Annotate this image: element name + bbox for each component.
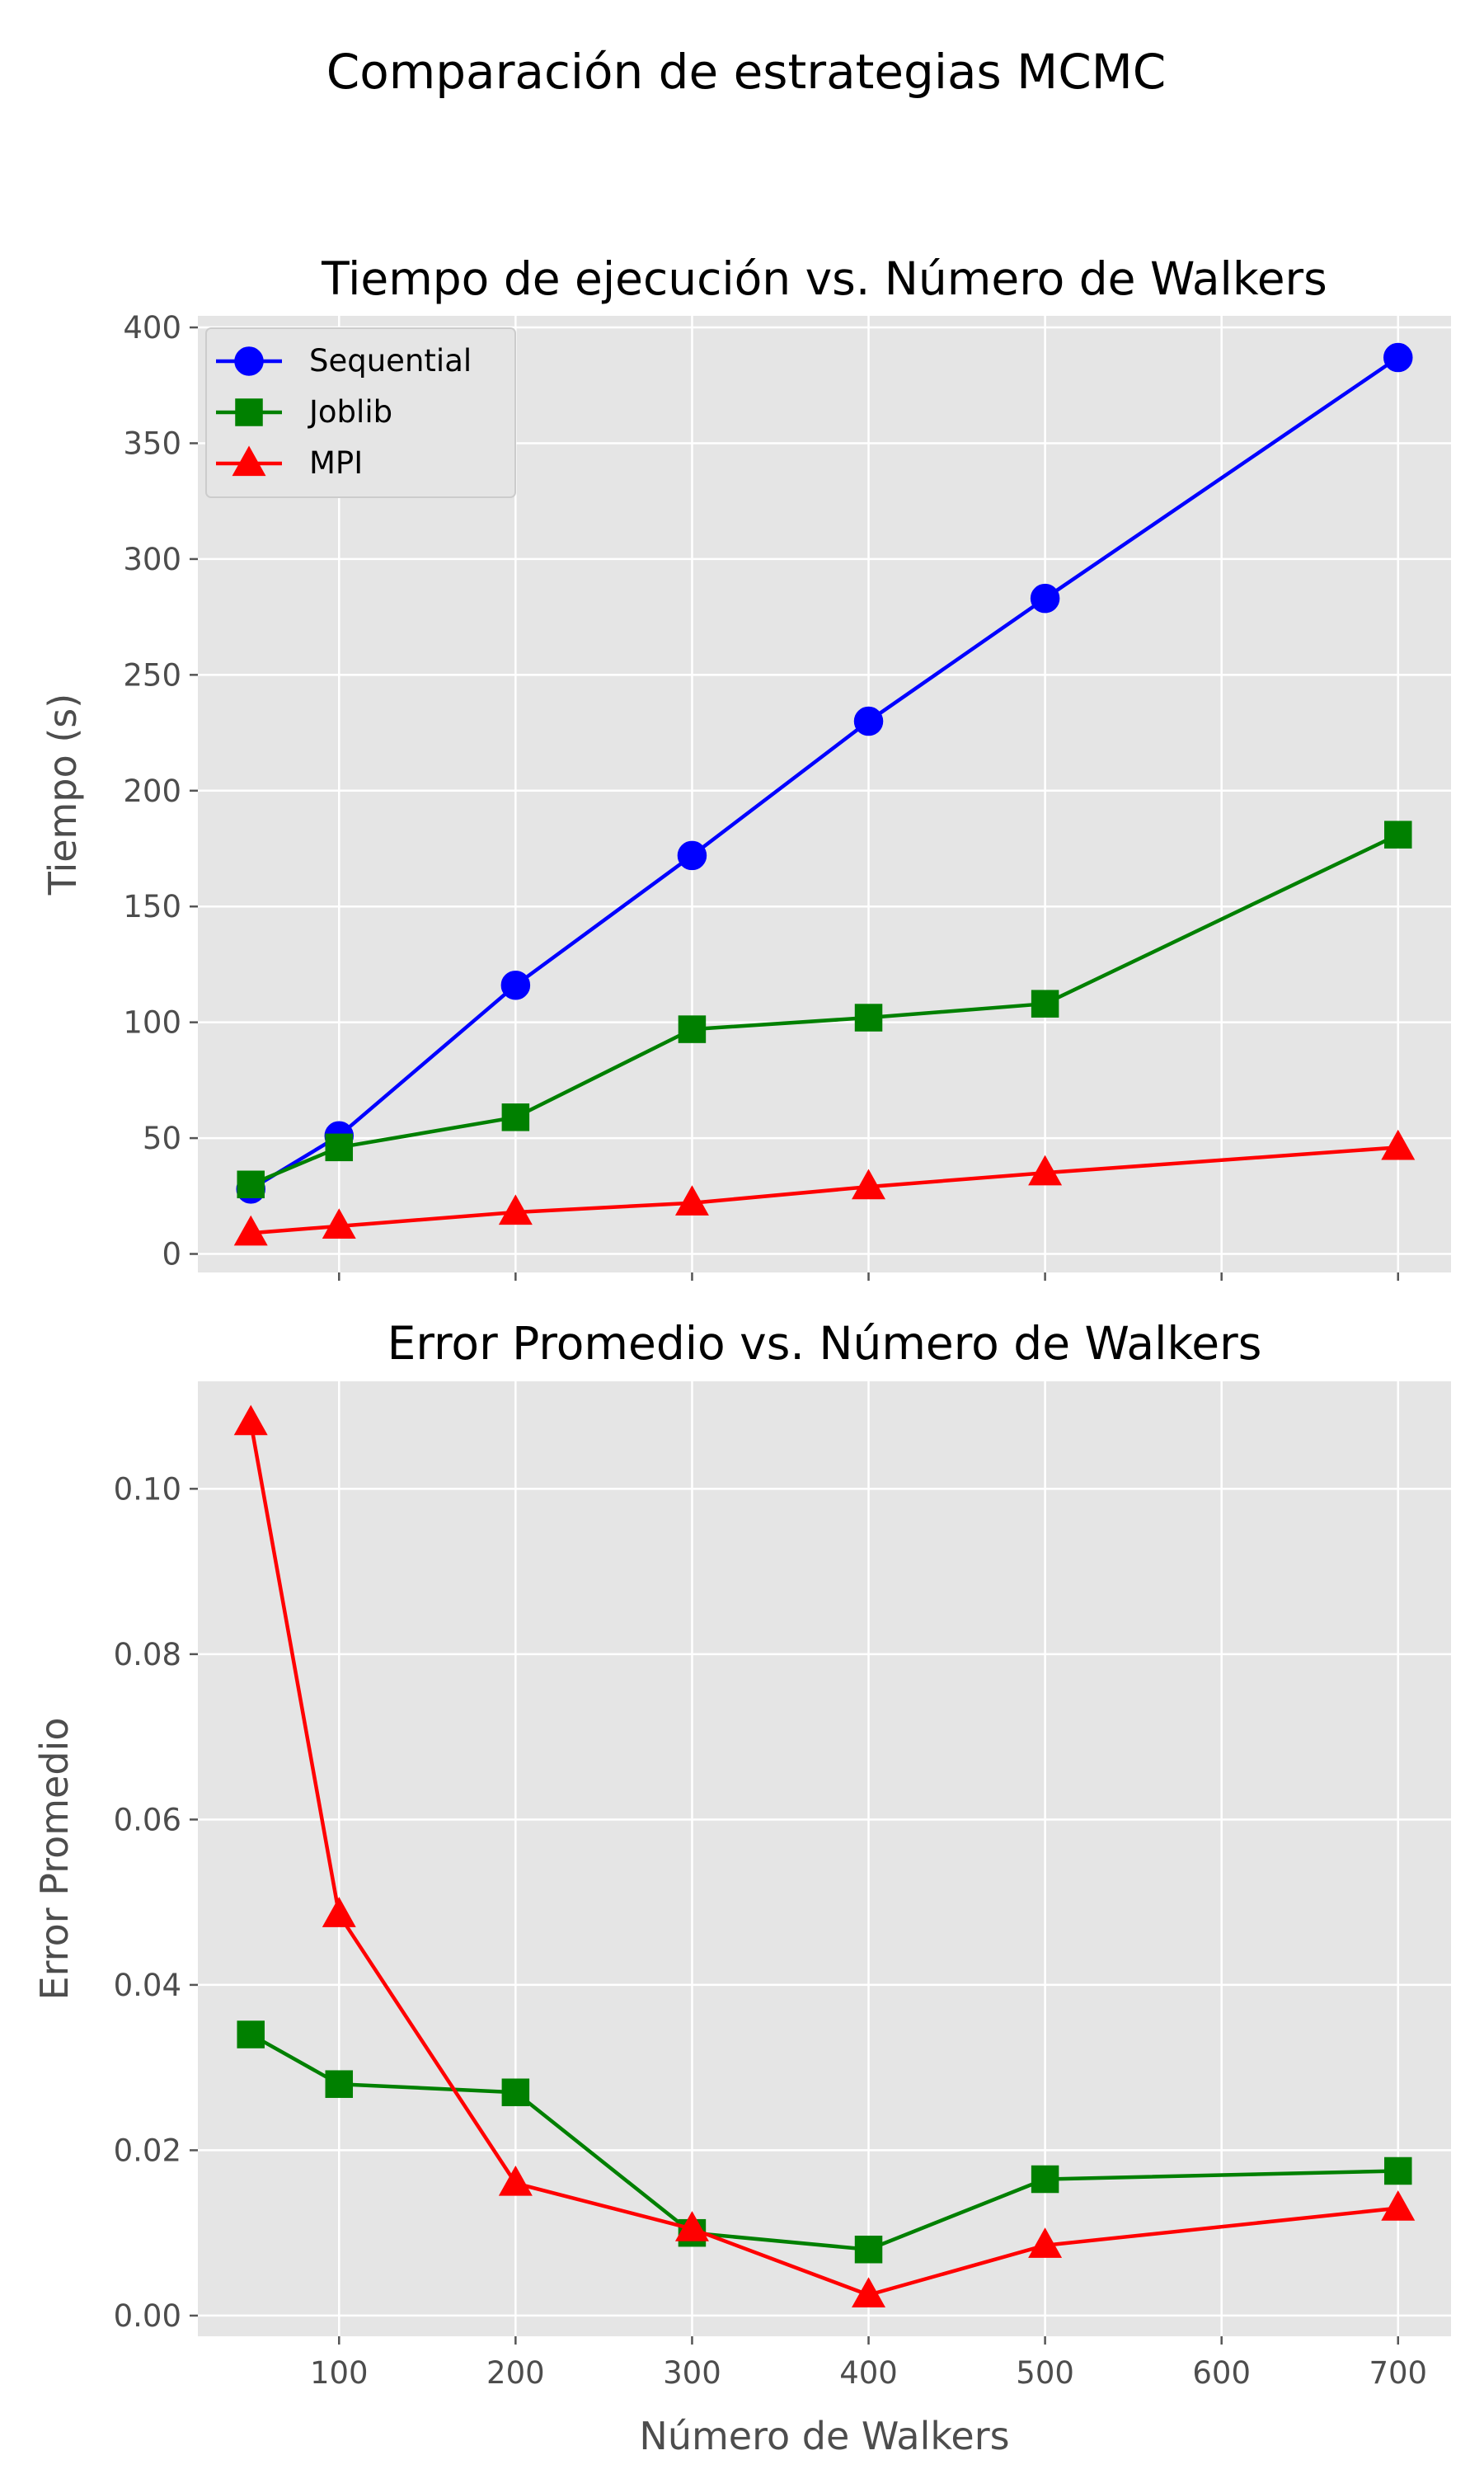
legend-item-mpi: MPI	[216, 445, 363, 481]
legend-label-sequential: Sequential	[309, 343, 472, 379]
time-point-mpi-100	[322, 1208, 356, 1239]
plot-error-grid	[198, 1381, 1451, 2336]
time-ytick-label-1: 50	[143, 1121, 181, 1156]
time-ytick-label-3: 150	[123, 889, 181, 924]
time-ytick-label-8: 400	[123, 310, 181, 346]
error-ytick-label-3: 0.06	[114, 1802, 181, 1837]
error-point-joblib-700	[1384, 2157, 1412, 2185]
time-point-mpi-300	[674, 1185, 709, 1216]
error-ytick-label-0: 0.00	[114, 2298, 181, 2334]
plot-time-legend: Sequential Joblib MPI	[205, 327, 516, 498]
time-ytick-label-6: 300	[123, 542, 181, 577]
plot-error-ylabel: Error Promedio	[32, 1718, 77, 2001]
legend-frame	[205, 327, 516, 498]
error-series-mpi	[233, 1404, 1416, 2308]
plot-time-series	[233, 342, 1416, 1246]
plot-time-ticks: 0 50 100 150 200 250 300 350 400	[123, 310, 1400, 1281]
error-point-mpi-400	[852, 2277, 885, 2308]
time-point-sequential-500	[1030, 583, 1060, 614]
time-series-mpi	[233, 1129, 1416, 1246]
time-point-joblib-100	[325, 1133, 354, 1162]
time-ytick-label-0: 0	[162, 1237, 181, 1272]
error-xtick-label-400: 400	[839, 2355, 898, 2391]
time-point-mpi-500	[1028, 1155, 1063, 1186]
error-ytick-label-4: 0.08	[114, 1637, 181, 1672]
time-point-mpi-700	[1381, 1129, 1416, 1160]
time-series-joblib	[237, 821, 1412, 1199]
time-point-sequential-400	[853, 706, 884, 736]
legend-marker-joblib	[235, 398, 263, 426]
time-point-joblib-700	[1384, 821, 1412, 849]
figure-title: Comparación de estrategias MCMC	[326, 44, 1167, 100]
error-point-joblib-100	[325, 2070, 354, 2098]
time-point-mpi-50	[233, 1215, 268, 1246]
time-ytick-label-7: 350	[123, 426, 181, 461]
time-point-joblib-200	[501, 1103, 530, 1131]
error-point-mpi-50	[233, 1404, 268, 1436]
legend-item-joblib: Joblib	[216, 394, 392, 430]
error-xtick-label-200: 200	[486, 2355, 545, 2391]
error-xtick-label-300: 300	[663, 2355, 721, 2391]
error-xtick-label-500: 500	[1016, 2355, 1074, 2391]
plot-error-xlabel: Número de Walkers	[639, 2414, 1009, 2458]
error-xtick-label-700: 700	[1369, 2355, 1427, 2391]
plot-time-ylabel: Tiempo (s)	[40, 694, 85, 896]
time-ytick-label-4: 200	[123, 774, 181, 809]
error-point-joblib-200	[501, 2078, 530, 2106]
error-point-mpi-300	[674, 2211, 709, 2241]
error-point-joblib-500	[1031, 2165, 1059, 2194]
plot-error-ticks: 100 200 300 400 500 600 700 0.00 0.02 0.04 0.06 0.0…	[114, 1471, 1427, 2391]
error-point-mpi-200	[498, 2165, 533, 2196]
plot-time-title: Tiempo de ejecución vs. Número de Walker…	[321, 252, 1327, 305]
plot-time: 0 50 100 150 200 250 300 350 400 Tiempo de ejecu…	[40, 252, 1451, 1281]
error-point-mpi-700	[1381, 2190, 1416, 2221]
plot-error: 100 200 300 400 500 600 700 0.00 0.02 0.04 0.06 0.0…	[32, 1317, 1451, 2458]
error-point-mpi-100	[322, 1897, 356, 1927]
time-point-sequential-300	[677, 840, 707, 871]
error-point-joblib-400	[854, 2235, 883, 2264]
time-ytick-label-2: 100	[123, 1005, 181, 1041]
error-xtick-label-100: 100	[310, 2355, 369, 2391]
time-point-mpi-200	[498, 1194, 533, 1225]
error-point-joblib-50	[237, 2020, 265, 2048]
time-point-joblib-50	[237, 1170, 265, 1199]
legend-label-joblib: Joblib	[308, 394, 392, 430]
legend-marker-sequential	[234, 346, 264, 376]
legend-item-sequential: Sequential	[216, 343, 472, 379]
error-xtick-label-600: 600	[1192, 2355, 1251, 2391]
legend-label-mpi: MPI	[309, 445, 363, 481]
plot-error-title: Error Promedio vs. Número de Walkers	[387, 1317, 1262, 1370]
time-point-joblib-500	[1031, 990, 1059, 1018]
error-ytick-label-5: 0.10	[114, 1471, 181, 1507]
time-point-sequential-200	[500, 970, 531, 1000]
time-point-sequential-700	[1383, 342, 1413, 373]
time-point-joblib-400	[854, 1004, 883, 1032]
error-point-mpi-500	[1028, 2227, 1063, 2258]
time-point-joblib-300	[678, 1015, 707, 1043]
time-point-mpi-400	[852, 1169, 885, 1200]
legend-marker-mpi	[232, 445, 266, 477]
error-ytick-label-2: 0.04	[114, 1968, 181, 2003]
plot-error-background	[198, 1381, 1451, 2336]
time-ytick-label-5: 250	[123, 657, 181, 693]
plot-error-series	[233, 1404, 1416, 2308]
error-ytick-label-1: 0.02	[114, 2133, 181, 2168]
